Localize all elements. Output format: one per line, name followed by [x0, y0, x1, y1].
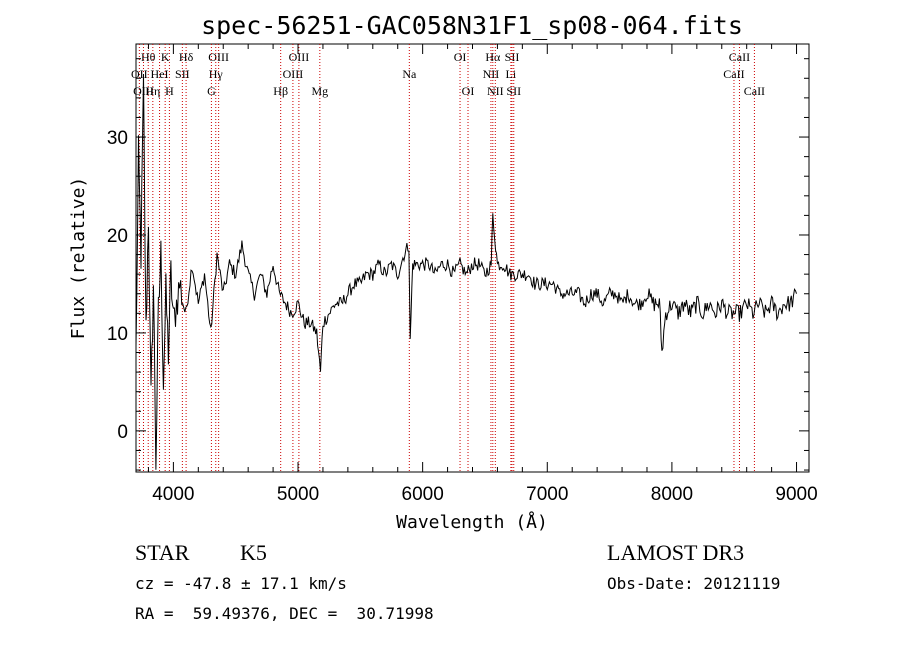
line-marker-label: SII: [175, 67, 190, 81]
line-marker-label: Hθ: [141, 50, 156, 64]
x-tick-label: 9000: [775, 484, 817, 505]
y-tick-label: 0: [117, 422, 128, 443]
object-subclass: K5: [240, 540, 267, 565]
redshift-cz: cz = -47.8 ± 17.1 km/s: [135, 574, 347, 593]
y-tick-label: 10: [107, 324, 128, 345]
y-axis: 0 10 20 30: [107, 58, 809, 471]
x-axis: 4000 5000 6000 7000 8000 9000: [147, 44, 818, 505]
line-marker-label: NII: [487, 84, 504, 98]
line-marker-label: OI: [462, 84, 475, 98]
line-marker-label: Li: [506, 67, 517, 81]
x-tick-label: 5000: [277, 484, 319, 505]
line-marker-label: K: [161, 50, 170, 64]
y-tick-label: 30: [107, 128, 128, 149]
coordinates: RA = 59.49376, DEC = 30.71998: [135, 604, 434, 623]
line-marker-label: OIII: [208, 50, 229, 64]
observation-date: Obs-Date: 20121119: [607, 574, 781, 593]
line-marker-label: Mg: [311, 84, 328, 98]
line-marker-label: OIII: [283, 67, 304, 81]
line-marker-label: NII: [483, 67, 500, 81]
line-marker-label: SII: [505, 50, 520, 64]
line-marker-label: Na: [402, 67, 417, 81]
line-marker-label: OIII: [289, 50, 310, 64]
y-axis-label: Flux (relative): [68, 177, 89, 340]
line-marker-label: H: [165, 84, 174, 98]
x-tick-label: 4000: [152, 484, 194, 505]
line-marker-label: Hδ: [179, 50, 194, 64]
line-marker-label: CaII: [723, 67, 744, 81]
y-tick-label: 20: [107, 226, 128, 247]
line-marker-label: OII: [131, 67, 148, 81]
chart-title: spec-56251-GAC058N31F1_sp08-064.fits: [201, 11, 743, 40]
line-marker-label: G: [207, 84, 216, 98]
line-marker-label: Hγ: [209, 67, 224, 81]
x-axis-label: Wavelength (Å): [396, 511, 548, 533]
spectrum-line: [135, 73, 797, 470]
survey-name: LAMOST DR3: [607, 540, 745, 565]
line-marker-label: Hβ: [273, 84, 288, 98]
line-marker-label: CaII: [729, 50, 750, 64]
x-tick-label: 8000: [651, 484, 693, 505]
plot-frame: [135, 43, 810, 473]
line-marker-label: CaII: [744, 84, 765, 98]
line-marker-label: Hα: [485, 50, 501, 64]
line-marker-label: Hη: [145, 84, 160, 98]
object-class: STAR: [135, 540, 190, 565]
spectrum-series: [135, 73, 797, 470]
x-tick-label: 7000: [526, 484, 568, 505]
line-marker-label: SII: [506, 84, 521, 98]
line-marker-label: HeI: [151, 67, 169, 81]
line-marker-label: OI: [454, 50, 467, 64]
x-tick-label: 6000: [402, 484, 444, 505]
